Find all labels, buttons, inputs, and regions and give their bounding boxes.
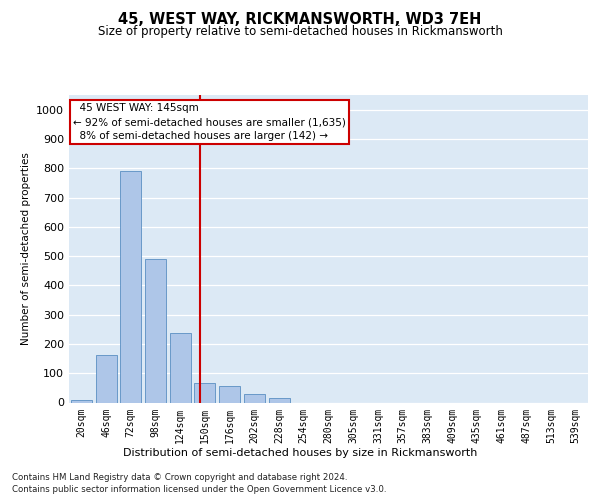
Text: 45 WEST WAY: 145sqm  
← 92% of semi-detached houses are smaller (1,635)
  8% of : 45 WEST WAY: 145sqm ← 92% of semi-detach… xyxy=(73,103,346,141)
Bar xyxy=(145,259,166,402)
Bar xyxy=(269,398,290,402)
Bar xyxy=(219,386,240,402)
Text: Distribution of semi-detached houses by size in Rickmansworth: Distribution of semi-detached houses by … xyxy=(123,448,477,458)
Bar xyxy=(244,394,265,402)
Bar xyxy=(120,171,141,402)
Bar xyxy=(95,355,116,403)
Bar xyxy=(170,333,191,402)
Text: Contains HM Land Registry data © Crown copyright and database right 2024.: Contains HM Land Registry data © Crown c… xyxy=(12,472,347,482)
Y-axis label: Number of semi-detached properties: Number of semi-detached properties xyxy=(20,152,31,345)
Bar xyxy=(194,384,215,402)
Text: Contains public sector information licensed under the Open Government Licence v3: Contains public sector information licen… xyxy=(12,485,386,494)
Bar xyxy=(71,400,92,402)
Text: Size of property relative to semi-detached houses in Rickmansworth: Size of property relative to semi-detach… xyxy=(98,25,502,38)
Text: 45, WEST WAY, RICKMANSWORTH, WD3 7EH: 45, WEST WAY, RICKMANSWORTH, WD3 7EH xyxy=(118,12,482,28)
